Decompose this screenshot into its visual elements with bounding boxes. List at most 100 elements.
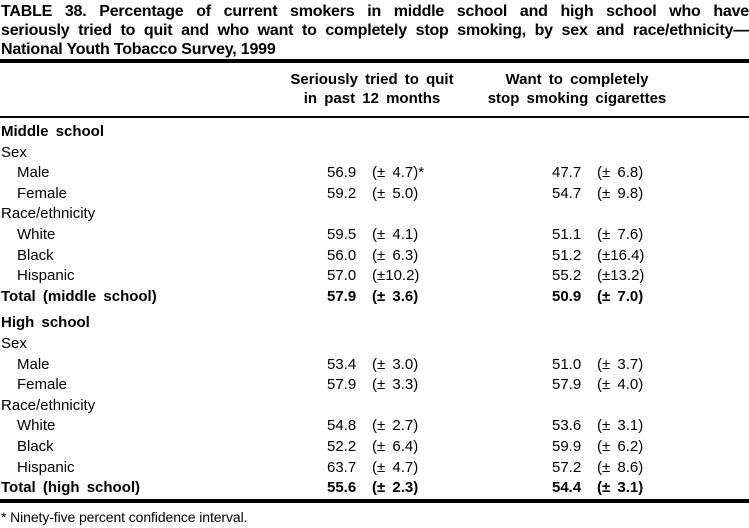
value-stop-smoking: 57.9 — [552, 376, 582, 394]
table-title: TABLE 38. Percentage of current smokers … — [0, 0, 749, 59]
value-tried-to-quit: 59.5 — [327, 225, 357, 243]
table-row-black: Black 52.2 (± 6.4) 59.9 (± 6.2) — [0, 437, 749, 458]
ci-stop-smoking: (± 4.0) — [597, 376, 644, 394]
table-row-white: White 54.8 (± 2.7) 53.6 (± 3.1) — [0, 416, 749, 437]
table-row-hispanic: Hispanic 63.7 (± 4.7) 57.2 (± 8.6) — [0, 458, 749, 479]
table-row-hispanic: Hispanic 57.0 (±10.2) 55.2 (±13.2) — [0, 266, 749, 287]
value-tried-to-quit: 57.9 — [327, 287, 357, 305]
value-stop-smoking: 51.2 — [552, 246, 582, 264]
value-tried-to-quit: 63.7 — [327, 458, 357, 476]
row-label: Sex — [1, 143, 27, 161]
column-header-tried-to-quit-line-2: in past 12 months — [303, 90, 441, 107]
row-label: Race/ethnicity — [1, 396, 96, 414]
table-row-race-ethnicity: Race/ethnicity — [0, 396, 749, 417]
ci-stop-smoking: (± 8.6) — [597, 458, 644, 476]
ci-stop-smoking: (± 7.0) — [597, 287, 644, 305]
value-stop-smoking: 54.4 — [552, 479, 582, 497]
row-label: Total (high school) — [1, 479, 141, 497]
ci-tried-to-quit: (± 3.0) — [372, 355, 419, 373]
column-header-stop-smoking-line-2: stop smoking cigarettes — [487, 90, 667, 107]
table-row-total-high-school: Total (high school) 55.6 (± 2.3) 54.4 (±… — [0, 478, 749, 499]
value-stop-smoking: 54.7 — [552, 184, 582, 202]
row-label: White — [17, 417, 56, 435]
row-label: Total (middle school) — [1, 287, 157, 305]
ci-stop-smoking: (± 3.7) — [597, 355, 644, 373]
value-stop-smoking: 47.7 — [552, 164, 582, 182]
ci-tried-to-quit: (± 2.3) — [372, 479, 419, 497]
ci-tried-to-quit: (± 4.7) — [372, 458, 419, 476]
table-row-male: Male 56.9 (± 4.7)* 47.7 (± 6.8) — [0, 163, 749, 184]
value-tried-to-quit: 55.6 — [327, 479, 357, 497]
table-row-male: Male 53.4 (± 3.0) 51.0 (± 3.7) — [0, 355, 749, 376]
ci-stop-smoking: (± 6.2) — [597, 437, 644, 455]
row-label: High school — [1, 314, 90, 332]
header-rule — [0, 116, 749, 118]
row-label: Race/ethnicity — [1, 205, 96, 223]
value-stop-smoking: 51.1 — [552, 225, 582, 243]
ci-tried-to-quit: (± 3.3) — [372, 376, 419, 394]
table-row-female: Female 59.2 (± 5.0) 54.7 (± 9.8) — [0, 184, 749, 205]
table-row-female: Female 57.9 (± 3.3) 57.9 (± 4.0) — [0, 375, 749, 396]
ci-stop-smoking: (±16.4) — [597, 246, 645, 264]
row-label: Middle school — [1, 123, 105, 140]
value-tried-to-quit: 57.9 — [327, 376, 357, 394]
value-tried-to-quit: 53.4 — [327, 355, 357, 373]
row-label: Black — [17, 437, 54, 455]
footnote: * Ninety-five percent confidence interva… — [1, 508, 248, 525]
row-label: Sex — [1, 334, 27, 352]
ci-tried-to-quit: (± 6.3) — [372, 246, 419, 264]
table-row-middle-school: Middle school — [0, 122, 749, 143]
value-stop-smoking: 55.2 — [552, 267, 582, 285]
row-label: Female — [17, 376, 68, 394]
value-stop-smoking: 53.6 — [552, 417, 582, 435]
ci-tried-to-quit: (± 4.1) — [372, 225, 419, 243]
table-title-line-2: seriously tried to quit and who want to … — [1, 22, 749, 39]
value-tried-to-quit: 52.2 — [327, 437, 357, 455]
value-stop-smoking: 57.2 — [552, 458, 582, 476]
ci-tried-to-quit: (± 3.6) — [372, 287, 419, 305]
footer-rule — [0, 498, 749, 503]
row-label: Male — [17, 355, 50, 373]
ci-stop-smoking: (± 6.8) — [597, 164, 644, 182]
value-tried-to-quit: 56.9 — [327, 164, 357, 182]
table-row-sex: Sex — [0, 143, 749, 164]
ci-stop-smoking: (± 9.8) — [597, 184, 644, 202]
table-row-black: Black 56.0 (± 6.3) 51.2 (±16.4) — [0, 246, 749, 267]
ci-stop-smoking: (± 3.1) — [597, 417, 644, 435]
ci-tried-to-quit: (± 6.4) — [372, 437, 419, 455]
ci-tried-to-quit: (± 5.0) — [372, 184, 419, 202]
ci-stop-smoking: (± 7.6) — [597, 225, 644, 243]
value-stop-smoking: 59.9 — [552, 437, 582, 455]
row-label: Hispanic — [17, 458, 75, 476]
table-row-high-school: High school — [0, 313, 749, 334]
ci-tried-to-quit: (± 2.7) — [372, 417, 419, 435]
table-body: Middle school Sex Male 56.9 (± 4.7)* 47.… — [0, 118, 749, 499]
table-row-sex: Sex — [0, 334, 749, 355]
ci-stop-smoking: (±13.2) — [597, 267, 645, 285]
ci-stop-smoking: (± 3.1) — [597, 479, 644, 497]
value-stop-smoking: 51.0 — [552, 355, 582, 373]
ci-tried-to-quit: (± 4.7)* — [372, 164, 425, 182]
column-header-tried-to-quit: Seriously tried to quit in past 12 month… — [252, 70, 492, 108]
value-tried-to-quit: 54.8 — [327, 417, 357, 435]
ci-tried-to-quit: (±10.2) — [372, 267, 420, 285]
table-row-race-ethnicity: Race/ethnicity — [0, 204, 749, 225]
row-label: Male — [17, 164, 50, 182]
table-title-line-3: National Youth Tobacco Survey, 1999 — [1, 41, 276, 58]
column-header-stop-smoking-line-1: Want to completely — [505, 71, 649, 88]
row-label: White — [17, 225, 56, 243]
table-row-total-middle-school: Total (middle school) 57.9 (± 3.6) 50.9 … — [0, 287, 749, 308]
row-label: Female — [17, 184, 68, 202]
column-headers: Seriously tried to quit in past 12 month… — [0, 63, 749, 116]
row-label: Hispanic — [17, 267, 75, 285]
table-title-line-1: TABLE 38. Percentage of current smokers … — [1, 3, 749, 20]
table-row-white: White 59.5 (± 4.1) 51.1 (± 7.6) — [0, 225, 749, 246]
column-header-stop-smoking: Want to completely stop smoking cigarett… — [462, 70, 692, 108]
value-tried-to-quit: 59.2 — [327, 184, 357, 202]
value-tried-to-quit: 57.0 — [327, 267, 357, 285]
title-rule — [0, 59, 749, 63]
value-stop-smoking: 50.9 — [552, 287, 582, 305]
value-tried-to-quit: 56.0 — [327, 246, 357, 264]
column-header-tried-to-quit-line-1: Seriously tried to quit — [290, 71, 454, 88]
